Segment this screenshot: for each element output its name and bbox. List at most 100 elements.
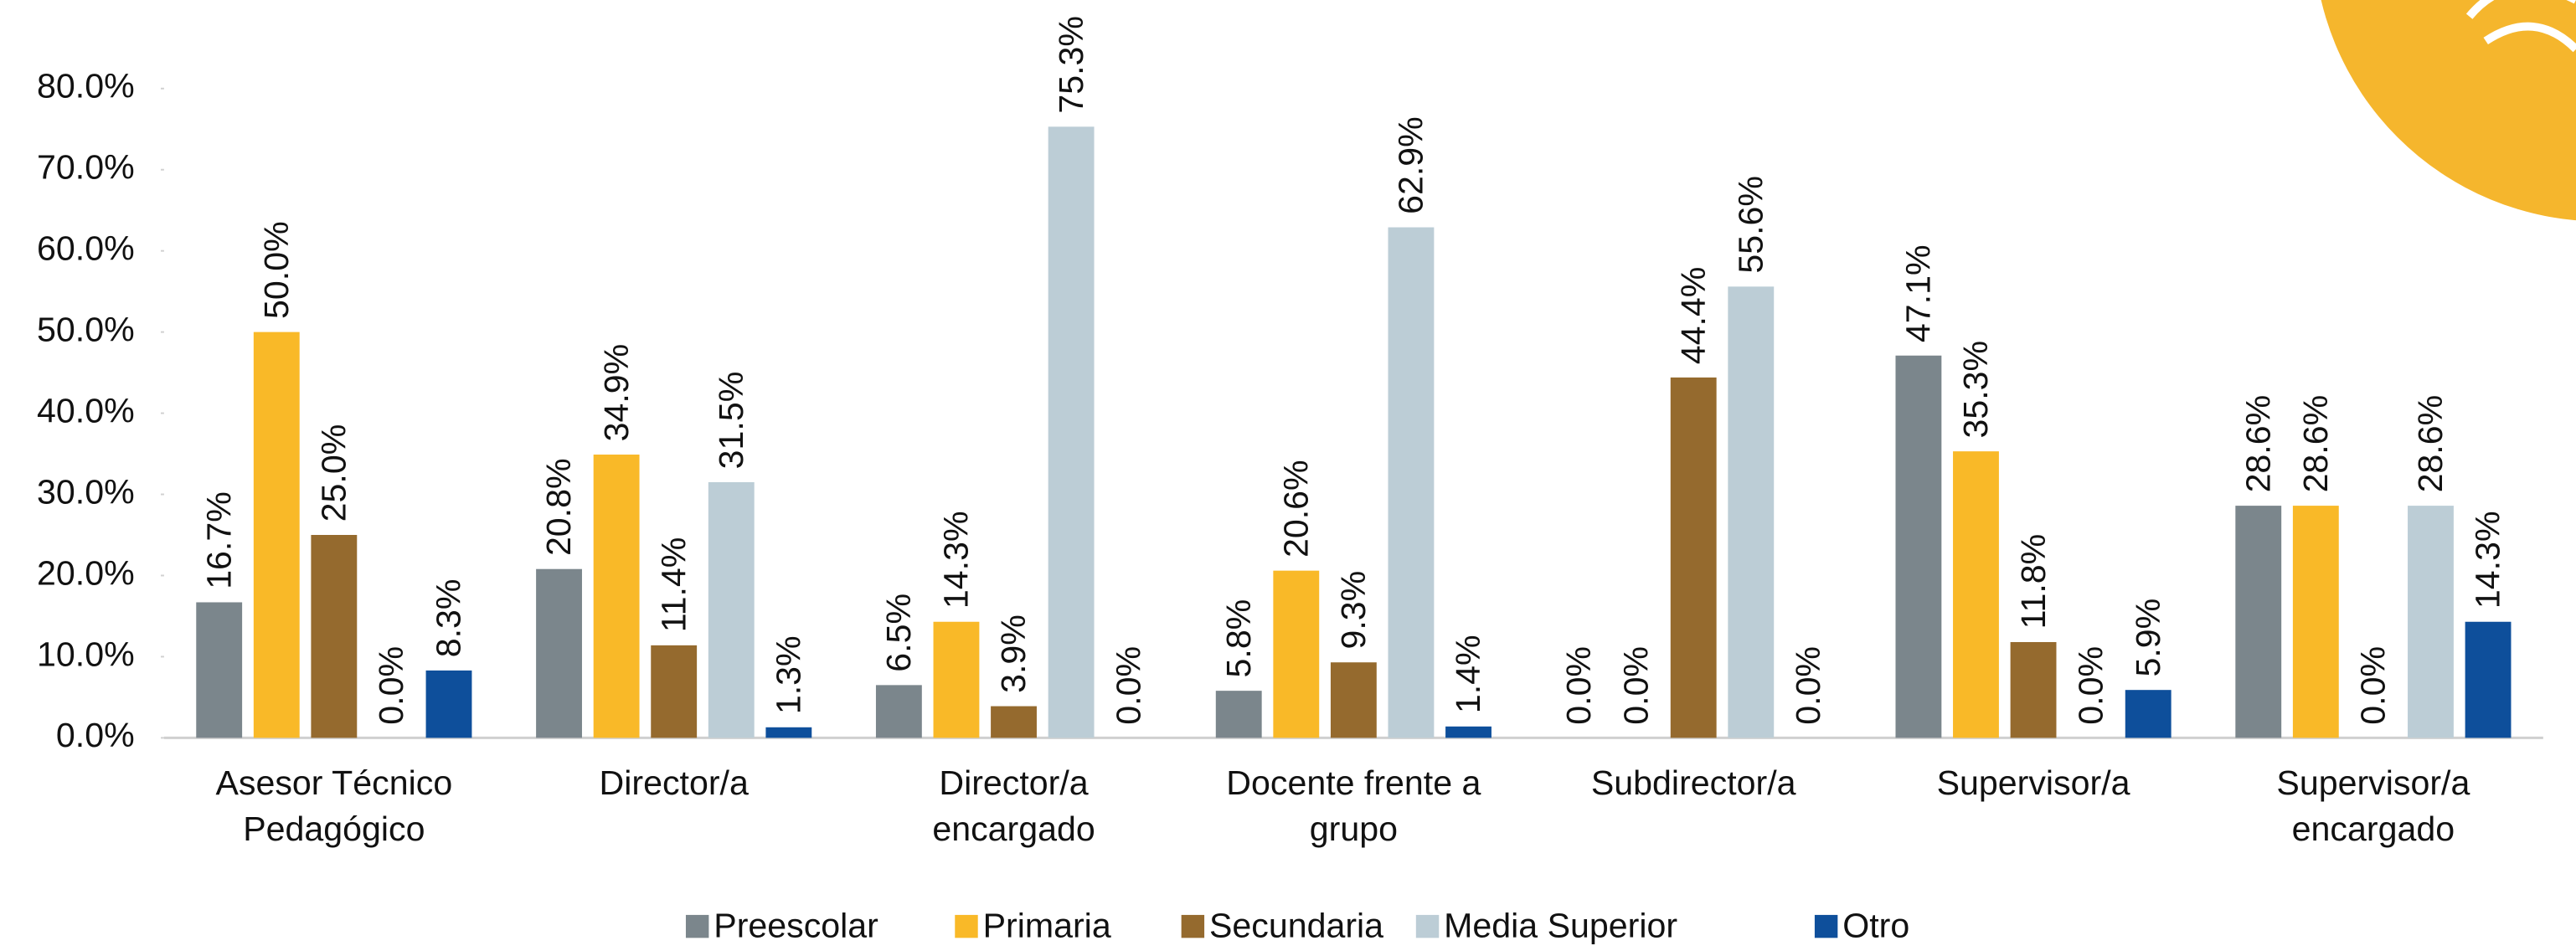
- x-tick-label-line: Supervisor/a: [1937, 763, 2130, 802]
- bar: [1953, 451, 1999, 738]
- legend-label: Media Superior: [1444, 906, 1677, 944]
- x-tick-label-line: Pedagógico: [243, 810, 425, 848]
- decoration: [2321, 0, 2576, 221]
- x-tick-label-line: Director/a: [939, 763, 1088, 802]
- data-label: 50.0%: [257, 221, 296, 319]
- data-label: 25.0%: [315, 424, 353, 522]
- x-tick-label: Director/a encargado: [932, 763, 1095, 848]
- data-label: 28.6%: [2296, 395, 2335, 493]
- data-label: 16.7%: [199, 491, 238, 589]
- bar: [536, 568, 582, 738]
- bar: [1895, 355, 1942, 738]
- x-tick-label-line: Asesor Técnico: [215, 763, 452, 802]
- bar: [1388, 227, 1435, 738]
- data-label: 14.3%: [937, 511, 976, 609]
- x-tick-label-line: Director/a: [600, 763, 749, 802]
- bar: [1670, 377, 1717, 738]
- data-label: 1.4%: [1449, 635, 1487, 713]
- bar: [651, 645, 698, 738]
- data-label: 3.9%: [994, 614, 1033, 693]
- x-tick-label: Asesor Técnico Pedagógico: [215, 763, 452, 848]
- legend-label: Otro: [1842, 906, 1909, 944]
- bar: [2292, 506, 2339, 738]
- y-tick-label: 10.0%: [37, 635, 135, 673]
- x-tick-label-line: Supervisor/a: [2276, 763, 2470, 802]
- bar: [196, 602, 243, 738]
- bar: [425, 670, 472, 738]
- bar: [1273, 570, 1320, 738]
- data-label: 47.1%: [1899, 244, 1938, 342]
- data-label: 35.3%: [1956, 341, 1995, 439]
- data-label: 55.6%: [1731, 176, 1770, 274]
- data-label: 14.3%: [2469, 511, 2507, 609]
- data-label: 20.8%: [539, 458, 578, 556]
- data-label: 34.9%: [597, 344, 636, 442]
- data-label: 5.8%: [1219, 599, 1258, 678]
- data-label: 11.4%: [654, 537, 693, 633]
- bar: [2465, 621, 2512, 738]
- legend-label: Preescolar: [714, 906, 878, 944]
- y-tick-label: 60.0%: [37, 229, 135, 268]
- bar: [1048, 126, 1095, 738]
- legend-swatch: [955, 914, 978, 938]
- bar: [2408, 506, 2454, 738]
- bar: [991, 706, 1037, 738]
- x-tick-label-line: Docente frente a: [1226, 763, 1481, 802]
- data-label: 62.9%: [1392, 116, 1430, 214]
- x-tick-label: Director/a: [600, 763, 749, 802]
- bar: [1445, 726, 1492, 738]
- x-tick-label: Supervisor/a: [1937, 763, 2130, 802]
- bar: [593, 455, 640, 738]
- bar: [2010, 641, 2057, 738]
- data-label: 5.9%: [2129, 599, 2167, 677]
- x-tick-label-line: Subdirector/a: [1591, 763, 1796, 802]
- decoration-lines: [2465, 0, 2576, 53]
- legend-label: Secundaria: [1209, 906, 1383, 944]
- y-tick-label: 0.0%: [56, 716, 135, 754]
- data-label: 8.3%: [430, 579, 468, 658]
- data-label: 9.3%: [1334, 571, 1373, 650]
- bar: [1728, 286, 1775, 738]
- bar: [765, 727, 812, 738]
- x-tick-label-line: grupo: [1310, 810, 1398, 848]
- data-label: 0.0%: [1109, 646, 1147, 725]
- data-label: 1.3%: [770, 635, 808, 714]
- y-tick-label: 40.0%: [37, 391, 135, 429]
- bar: [1330, 662, 1377, 738]
- y-tick-label: 70.0%: [37, 148, 135, 187]
- y-tick-label: 30.0%: [37, 472, 135, 511]
- decoration-circle: [2321, 0, 2576, 221]
- bar: [2235, 506, 2282, 738]
- bar: [311, 535, 358, 738]
- legend-swatch: [1181, 914, 1205, 938]
- bar: [875, 685, 922, 738]
- data-label: 44.4%: [1674, 267, 1713, 365]
- bar: [2125, 690, 2172, 738]
- x-tick-label-line: encargado: [932, 810, 1095, 848]
- data-label: 0.0%: [1559, 646, 1598, 725]
- legend-swatch: [685, 914, 709, 938]
- legend-swatch: [1814, 914, 1838, 938]
- data-label: 0.0%: [2354, 646, 2393, 725]
- legend-label: Primaria: [983, 906, 1111, 944]
- x-tick-label: Subdirector/a: [1591, 763, 1796, 802]
- bar: [933, 621, 980, 738]
- y-tick-label: 20.0%: [37, 553, 135, 592]
- data-label: 6.5%: [879, 594, 918, 672]
- x-tick-label: Docente frente a grupo: [1226, 763, 1481, 848]
- bar: [253, 332, 300, 738]
- bar: [708, 481, 755, 738]
- x-tick-label-line: encargado: [2292, 810, 2455, 848]
- data-label: 0.0%: [1789, 646, 1827, 725]
- data-label: 75.3%: [1052, 16, 1090, 114]
- data-label: 11.8%: [2014, 534, 2053, 630]
- legend-swatch: [1415, 914, 1440, 938]
- data-label: 28.6%: [2411, 395, 2450, 493]
- data-label: 28.6%: [2239, 395, 2277, 493]
- y-tick-label: 50.0%: [37, 310, 135, 348]
- data-label: 0.0%: [1616, 646, 1655, 725]
- x-tick-label: Supervisor/a encargado: [2276, 763, 2470, 848]
- data-label: 31.5%: [712, 372, 750, 470]
